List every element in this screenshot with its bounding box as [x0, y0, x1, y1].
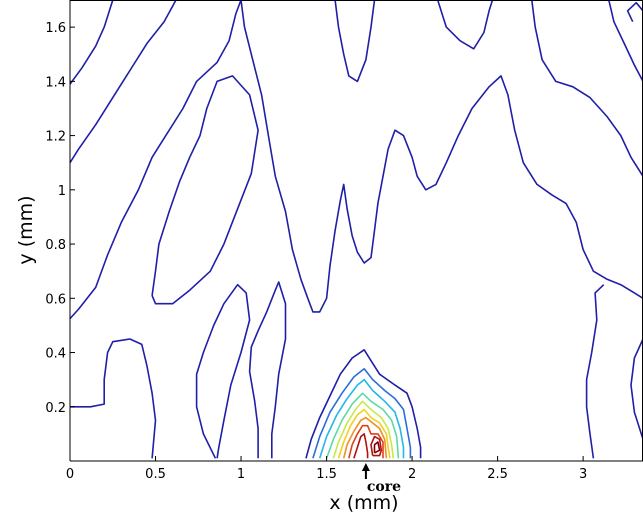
core-annotation-label: core [367, 479, 401, 495]
contour-line-level-1 [151, 75, 259, 305]
contour-line-level-1 [70, 338, 157, 459]
contour-line-level-9 [353, 433, 369, 459]
y-tick-label: 0.8 [45, 238, 66, 253]
y-tick-label: 0.2 [45, 401, 66, 416]
contour-line-level-1 [531, 0, 643, 177]
contour-line-level-4 [325, 392, 400, 459]
x-axis-label: x (mm) [329, 492, 398, 514]
x-tick-label: 2 [408, 467, 416, 482]
x-tick-label: 2.5 [487, 467, 508, 482]
y-axis-label: y (mm) [15, 195, 37, 264]
contour-line-level-1 [195, 283, 251, 459]
contour-line-level-1 [630, 338, 643, 440]
y-tick-label: 0.4 [45, 347, 66, 362]
y-tick-label: 1.2 [45, 130, 66, 145]
x-tick-label: 0 [66, 467, 74, 482]
contour-line-level-6 [337, 408, 391, 459]
contour-line-level-1 [305, 348, 422, 459]
y-tick-label: 1 [58, 184, 66, 199]
contour-line-level-3 [318, 378, 405, 459]
contour-line-level-1 [585, 284, 605, 459]
y-ticks: 0.2 0.4 0.6 0.8 1 1.2 1.4 1.6 [45, 21, 75, 416]
contour-line-level-1 [626, 1, 643, 23]
contour-line-level-9 [370, 435, 383, 457]
x-tick-label: 0.5 [145, 467, 166, 482]
x-ticks: 0 0.5 1 1.5 2 2.5 3 [66, 456, 587, 482]
contour-line-level-1 [69, 0, 242, 320]
x-tick-label: 1.5 [316, 467, 337, 482]
contour-line-level-1 [608, 0, 643, 82]
contour-line-level-5 [332, 400, 395, 459]
contour-line-level-1 [69, 0, 177, 164]
contour-line-level-1 [240, 0, 643, 313]
contour-line-level-1 [248, 281, 287, 459]
contour-line-level-1 [436, 0, 494, 50]
y-tick-label: 0.6 [45, 292, 66, 307]
contour-line-level-10 [373, 441, 381, 454]
x-tick-label: 1 [237, 467, 245, 482]
contour-line-level-2 [312, 367, 412, 459]
contour-lines [69, 0, 643, 459]
contour-line-level-7 [342, 416, 388, 459]
core-annotation: core [361, 463, 401, 495]
y-tick-label: 1.4 [45, 75, 66, 90]
contour-line-level-1 [69, 0, 114, 85]
core-arrow-icon [361, 463, 370, 479]
contour-line-level-1 [334, 0, 376, 83]
x-tick-label: 3 [579, 467, 587, 482]
contour-line-level-8 [348, 424, 384, 459]
y-tick-label: 1.6 [45, 21, 66, 36]
